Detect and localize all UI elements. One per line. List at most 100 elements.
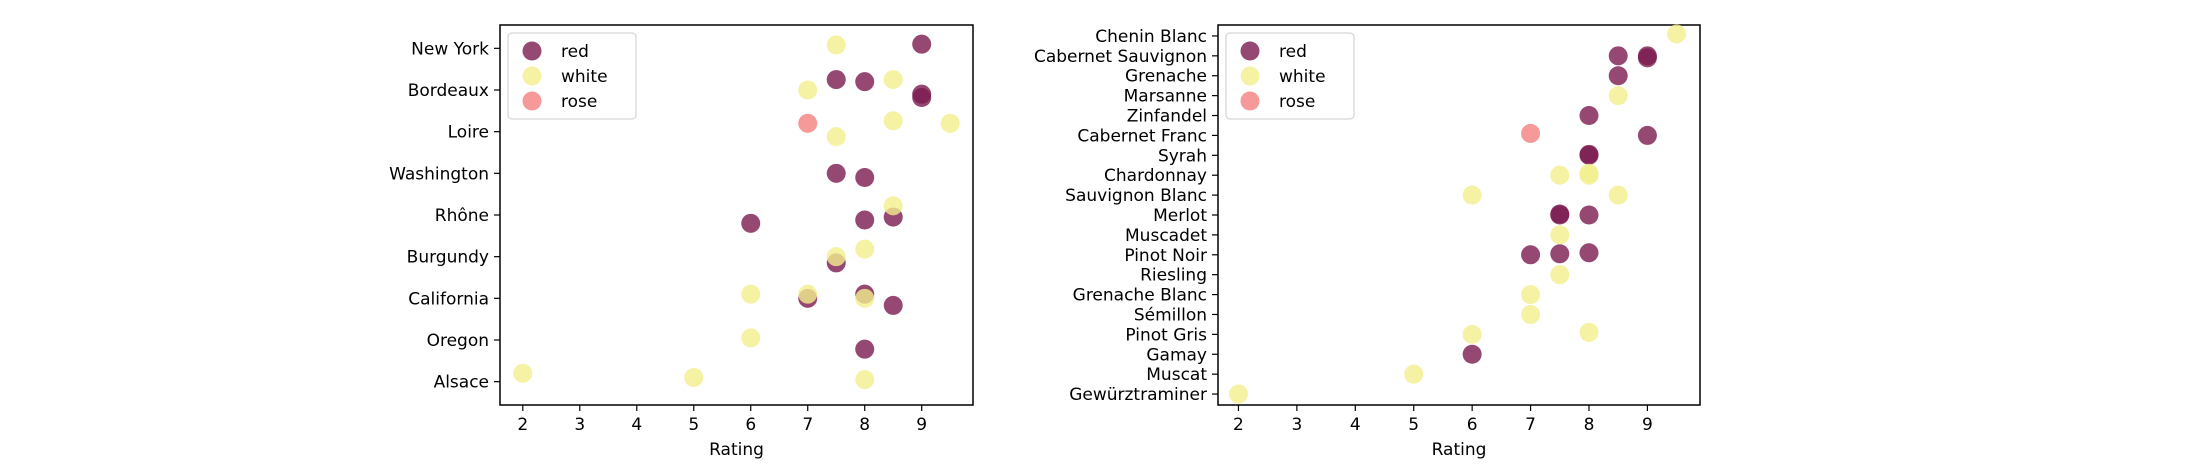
x-tick-label: 8: [1584, 415, 1595, 435]
legend-label-white: white: [561, 67, 608, 87]
point-white-loire: [826, 127, 846, 147]
x-tick-label: 2: [517, 415, 528, 435]
point-white-california: [741, 284, 761, 304]
y-tick-label-zinfandel: Zinfandel: [1127, 107, 1207, 127]
y-tick-label-chardonnay: Chardonnay: [1104, 166, 1207, 186]
point-rose-loire: [798, 113, 818, 133]
point-white-muscat: [1404, 364, 1424, 384]
legend-label-white: white: [1279, 67, 1326, 87]
point-white-pinot-gris: [1579, 322, 1599, 342]
y-tick-label-burgundy: Burgundy: [407, 248, 489, 268]
point-red-new-york: [912, 34, 932, 54]
y-tick-label-pinot-gris: Pinot Gris: [1125, 325, 1207, 345]
y-tick-label-grenache-blanc: Grenache Blanc: [1073, 286, 1207, 306]
x-tick-label: 8: [859, 415, 870, 435]
y-tick-label-oregon: Oregon: [427, 331, 489, 351]
point-white-chardonnay: [1579, 163, 1599, 183]
x-tick-label: 4: [631, 415, 642, 435]
point-white-sauvignon-blanc: [1608, 185, 1628, 205]
point-white-oregon: [741, 328, 761, 348]
scatter-markers: [1228, 24, 1687, 404]
x-tick-label: 3: [1291, 415, 1302, 435]
legend-marker-rose: [1240, 91, 1260, 111]
point-red-cabernet-sauvignon: [1637, 48, 1657, 68]
x-tick-label: 5: [1408, 415, 1419, 435]
legend-marker-red: [522, 41, 542, 61]
y-tick-label-cabernet-franc: Cabernet Franc: [1077, 126, 1207, 146]
x-tick-label: 6: [1467, 415, 1478, 435]
y-tick-label-washington: Washington: [389, 164, 489, 184]
legend-marker-white: [522, 66, 542, 86]
y-tick-label-new-york: New York: [411, 39, 489, 59]
point-white-loire: [940, 113, 960, 133]
point-red-merlot: [1550, 204, 1570, 224]
y-tick-label-riesling: Riesling: [1140, 266, 1207, 286]
point-red-grenache: [1608, 66, 1628, 86]
point-red-gamay: [1462, 344, 1482, 364]
scatter-markers: [513, 34, 960, 390]
point-white-alsace: [684, 368, 704, 387]
point-red-washington: [855, 168, 875, 187]
legend-marker-white: [1240, 66, 1260, 86]
point-white-muscadet: [1550, 225, 1570, 245]
x-tick-label: 9: [1642, 415, 1653, 435]
point-red-oregon: [855, 339, 875, 359]
point-white-bordeaux: [798, 80, 818, 100]
legend-label-red: red: [561, 42, 589, 62]
legend-label-rose: rose: [1279, 92, 1315, 112]
point-white-rhone: [883, 196, 903, 216]
point-white-alsace: [855, 370, 875, 390]
point-white-new-york: [826, 35, 846, 55]
point-red-pinot-noir: [1521, 245, 1541, 265]
point-red-california: [883, 295, 903, 315]
x-tick-label: 3: [574, 415, 585, 435]
point-white-burgundy: [826, 247, 846, 267]
y-tick-label-cabernet-sauvignon: Cabernet Sauvignon: [1034, 47, 1207, 67]
point-red-pinot-noir: [1550, 244, 1570, 264]
x-axis-label: Rating: [709, 440, 764, 460]
y-tick-label-alsace: Alsace: [434, 373, 489, 393]
legend-marker-rose: [522, 91, 542, 111]
point-red-rhone: [741, 213, 761, 233]
y-tick-label-muscadet: Muscadet: [1125, 226, 1207, 246]
legend: red white rose: [507, 32, 637, 120]
y-tick-label-sauvignon-blanc: Sauvignon Blanc: [1065, 186, 1207, 206]
x-tick-label: 9: [916, 415, 927, 435]
point-white-loire: [883, 111, 903, 131]
point-red-merlot: [1579, 205, 1599, 225]
point-rose-cabernet-franc: [1521, 123, 1541, 143]
x-tick-label: 2: [1233, 415, 1244, 435]
legend-label-red: red: [1279, 42, 1307, 62]
legend: red white rose: [1225, 32, 1355, 120]
x-tick-label: 5: [688, 415, 699, 435]
x-tick-label: 7: [1525, 415, 1536, 435]
point-red-cabernet-sauvignon: [1608, 46, 1628, 66]
point-white-riesling: [1550, 265, 1570, 285]
x-axis-label: Rating: [1432, 440, 1487, 460]
point-red-bordeaux: [912, 88, 932, 107]
point-white-chardonnay: [1550, 165, 1570, 185]
point-white-california: [798, 284, 818, 304]
point-red-bordeaux: [826, 70, 846, 90]
y-tick-label-gamay: Gamay: [1146, 345, 1207, 365]
point-white-chenin-blanc: [1667, 24, 1687, 44]
y-tick-label-semillon: Sémillon: [1134, 305, 1207, 325]
legend-label-rose: rose: [561, 92, 597, 112]
point-white-marsanne: [1608, 86, 1628, 106]
point-white-gewurztraminer: [1228, 384, 1248, 404]
point-white-grenache-blanc: [1521, 285, 1541, 305]
x-tick-label: 7: [802, 415, 813, 435]
chart-panel-regions: 2 3 4 5 6 7 8 9 Alsace Oregon California Burgundy Rh…: [389, 24, 974, 460]
point-red-pinot-noir: [1579, 243, 1599, 263]
y-tick-label-muscat: Muscat: [1146, 365, 1207, 385]
point-red-rhone: [855, 210, 875, 230]
point-red-syrah: [1579, 144, 1599, 164]
point-red-zinfandel: [1579, 106, 1599, 126]
point-red-bordeaux: [855, 72, 875, 92]
legend-marker-red: [1240, 41, 1260, 61]
y-tick-label-gewurztraminer: Gewürztraminer: [1069, 385, 1207, 405]
x-tick-label: 4: [1350, 415, 1361, 435]
y-tick-label-grenache: Grenache: [1125, 67, 1207, 87]
y-tick-label-rhone: Rhône: [435, 206, 489, 226]
